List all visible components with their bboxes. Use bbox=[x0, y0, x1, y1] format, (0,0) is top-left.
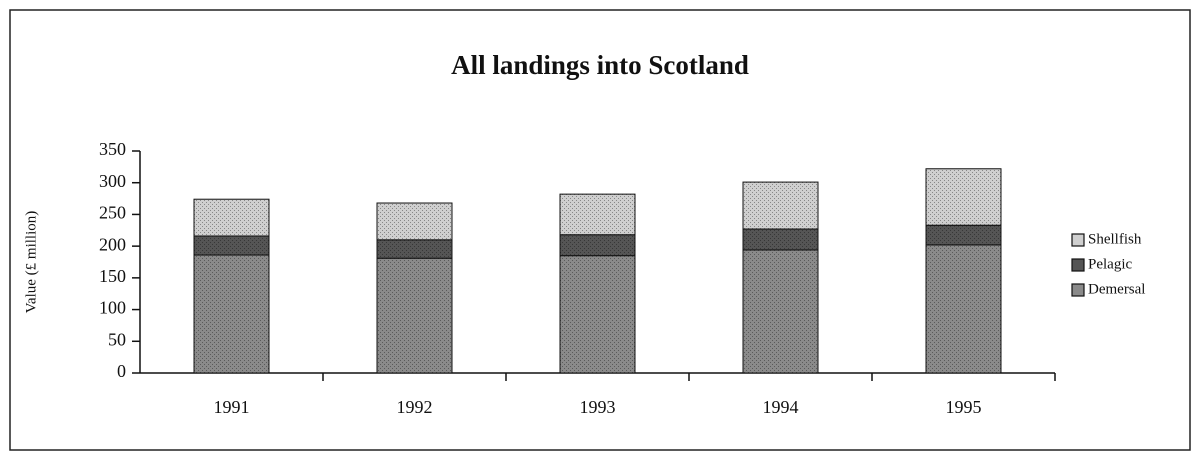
y-tick-label: 150 bbox=[99, 266, 126, 286]
legend-label: Pelagic bbox=[1088, 256, 1132, 272]
bar-texture bbox=[926, 244, 1001, 373]
bar-texture bbox=[194, 255, 269, 373]
y-tick-label: 100 bbox=[99, 298, 126, 318]
legend-swatch bbox=[1071, 233, 1085, 247]
bar-texture bbox=[560, 194, 635, 235]
bar-texture bbox=[743, 229, 818, 250]
bar-texture bbox=[377, 239, 452, 259]
bar-texture bbox=[194, 199, 269, 236]
legend-swatch bbox=[1071, 283, 1085, 297]
legend-label: Demersal bbox=[1088, 281, 1145, 297]
x-tick-label: 1991 bbox=[214, 397, 250, 417]
x-tick-label: 1993 bbox=[580, 397, 616, 417]
x-tick-label: 1994 bbox=[763, 397, 799, 417]
bar-texture bbox=[743, 249, 818, 373]
y-tick-label: 250 bbox=[99, 203, 126, 223]
bar-texture bbox=[926, 168, 1001, 226]
bar-texture bbox=[560, 255, 635, 373]
y-axis-label: Value (£ million) bbox=[23, 211, 39, 313]
y-tick-label: 350 bbox=[99, 139, 126, 159]
legend-swatch bbox=[1071, 258, 1085, 272]
y-tick-label: 300 bbox=[99, 171, 126, 191]
y-tick-label: 200 bbox=[99, 234, 126, 254]
x-tick-label: 1995 bbox=[946, 397, 982, 417]
bar-texture bbox=[377, 258, 452, 373]
chart-frame bbox=[9, 9, 1191, 451]
y-tick-label: 50 bbox=[108, 329, 126, 349]
y-tick-label: 0 bbox=[117, 361, 126, 381]
bar-texture bbox=[377, 203, 452, 240]
bar-texture bbox=[560, 234, 635, 256]
x-tick-label: 1992 bbox=[397, 397, 433, 417]
bar-texture bbox=[194, 235, 269, 256]
bar-texture bbox=[926, 225, 1001, 245]
legend-label: Shellfish bbox=[1088, 231, 1142, 247]
bar-texture bbox=[743, 182, 818, 230]
chart-title: All landings into Scotland bbox=[451, 50, 749, 80]
